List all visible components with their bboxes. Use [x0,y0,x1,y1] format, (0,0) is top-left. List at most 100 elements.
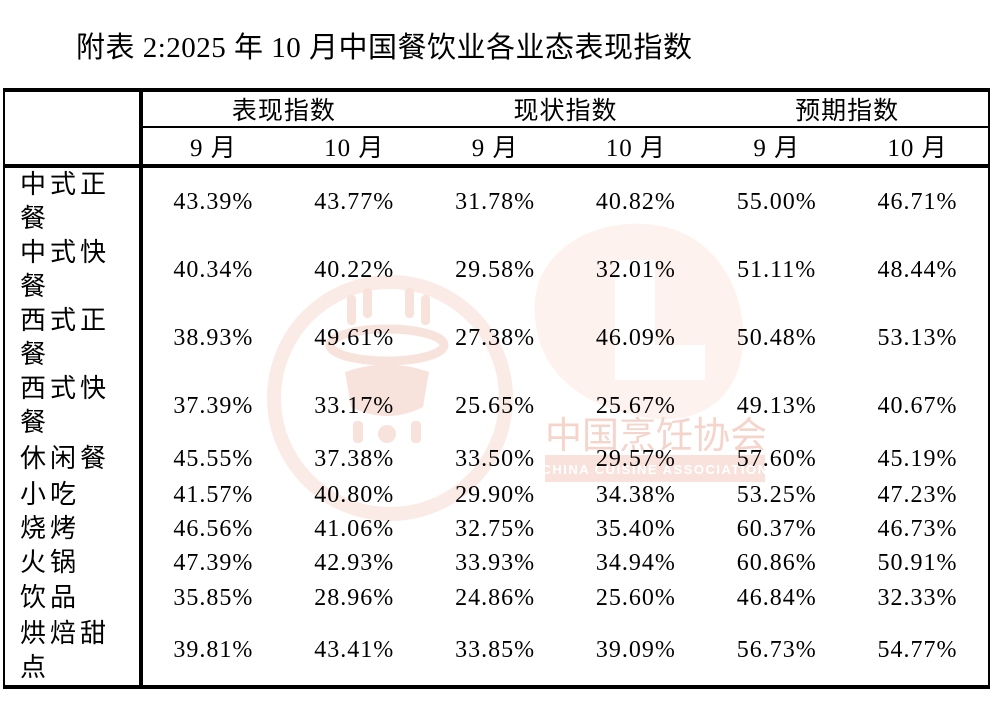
value-cell: 60.86% [736,549,817,576]
value-cell: 40.67% [877,392,958,419]
value-cell: 49.61% [314,324,395,351]
table-row: 小吃 41.57% 40.80% 29.90% 34.38% 53.25% 47… [5,478,988,512]
pot-leg-icon [411,421,421,443]
value-cell: 29.90% [455,481,536,508]
month-header: 10 月 [887,135,948,162]
group-header-expectation: 预期指数 [795,98,900,125]
value-cell: 40.22% [314,256,395,283]
value-cell: 46.56% [173,515,254,542]
value-cell: 28.96% [314,584,395,611]
month-header: 9 月 [471,135,519,162]
value-cell: 32.75% [455,515,536,542]
value-cell: 34.38% [595,481,676,508]
table-row: 西式快餐 37.39% 33.17% 25.65% 25.67% 49.13% … [5,372,988,440]
value-cell: 41.57% [173,481,254,508]
value-cell: 47.39% [173,549,254,576]
value-cell: 35.40% [595,515,676,542]
value-cell: 54.77% [877,637,958,663]
value-cell: 60.37% [736,515,817,542]
value-cell: 37.39% [173,392,254,419]
header-rule [5,164,988,168]
group-header-performance: 表现指数 [231,98,336,125]
row-label: 西式快餐 [20,374,111,437]
value-cell: 38.93% [173,324,254,351]
value-cell: 53.13% [877,324,958,351]
value-cell: 50.91% [877,549,958,576]
row-label: 中式快餐 [20,238,111,301]
value-cell: 32.33% [877,584,958,611]
value-cell: 24.86% [455,584,536,611]
value-cell: 55.00% [736,188,817,215]
steam-icon [347,288,430,325]
row-label: 西式正餐 [20,306,111,369]
value-cell: 33.93% [455,549,536,576]
value-cell: 46.84% [736,584,817,611]
flame-icon [378,425,396,443]
value-cell: 43.77% [314,188,395,215]
month-header: 10 月 [324,135,385,162]
table-row: 西式正餐 38.93% 49.61% 27.38% 46.09% 50.48% … [5,304,988,372]
row-label: 烧烤 [20,514,81,543]
value-cell: 29.57% [595,445,676,472]
watermark-en-text: CHINA CUISINE ASSOCIATION [542,462,769,477]
month-header: 9 月 [190,135,237,162]
index-table: 表现指数 现状指数 预期指数 9 月 10 月 9 月 10 月 9 月 10 … [3,88,990,689]
column-divider [139,92,143,685]
value-cell: 40.34% [173,256,254,283]
value-cell: 41.06% [314,515,395,542]
value-cell: 42.93% [314,549,395,576]
value-cell: 40.80% [314,481,395,508]
pot-icon [345,364,429,416]
group-header-current: 现状指数 [513,98,618,125]
value-cell: 25.60% [595,584,676,611]
value-cell: 33.85% [455,637,536,663]
row-label: 烘焙甜点 [20,618,111,682]
value-cell: 40.82% [595,188,676,215]
value-cell: 27.38% [455,324,536,351]
group-header-row: 表现指数 现状指数 预期指数 [5,92,988,126]
value-cell: 48.44% [877,256,958,283]
pot-leg-icon [353,421,363,443]
value-cell: 45.55% [173,445,254,472]
watermark-ring [267,275,513,521]
value-cell: 56.73% [736,637,817,663]
value-cell: 43.39% [173,188,254,215]
table-row: 火锅 47.39% 42.93% 33.93% 34.94% 60.86% 50… [5,546,988,580]
value-cell: 46.09% [595,324,676,351]
row-label: 中式正餐 [20,170,111,233]
table-row: 烧烤 46.56% 41.06% 32.75% 35.40% 60.37% 46… [5,512,988,546]
value-cell: 45.19% [877,445,958,472]
header-corner-cell [5,92,143,126]
table-row: 中式快餐 40.34% 40.22% 29.58% 32.01% 51.11% … [5,236,988,304]
value-cell: 57.60% [736,445,817,472]
value-cell: 47.23% [877,481,958,508]
value-cell: 39.09% [595,637,676,663]
value-cell: 33.50% [455,445,536,472]
pot-rim-icon [325,324,449,366]
table-row: 烘焙甜点 39.81% 43.41% 33.85% 39.09% 56.73% … [5,616,988,685]
value-cell: 29.58% [455,256,536,283]
row-label: 火锅 [20,548,81,577]
value-cell: 51.11% [737,256,817,283]
month-header-row: 9 月 10 月 9 月 10 月 9 月 10 月 [5,126,988,164]
header-corner-cell [5,126,143,164]
value-cell: 53.25% [736,481,817,508]
value-cell: 37.38% [314,445,395,472]
letter-l-shape [615,260,705,380]
value-cell: 25.67% [595,392,676,419]
table-row: 饮品 35.85% 28.96% 24.86% 25.60% 46.84% 32… [5,580,988,616]
page-title: 附表 2:2025 年 10 月中国餐饮业各业态表现指数 [76,32,693,64]
row-label: 饮品 [20,583,81,612]
value-cell: 34.94% [595,549,676,576]
table-row: 休闲餐 45.55% 37.38% 33.50% 29.57% 57.60% 4… [5,440,988,478]
value-cell: 43.41% [314,637,395,663]
value-cell: 25.65% [455,392,536,419]
row-label: 休闲餐 [20,444,111,473]
value-cell: 33.17% [314,392,395,419]
value-cell: 31.78% [455,188,536,215]
watermark-logo: 中国烹饪协会 CHINA CUISINE ASSOCIATION [267,223,769,521]
row-label: 小吃 [20,480,81,509]
month-header: 10 月 [605,135,667,162]
value-cell: 39.81% [173,637,254,663]
value-cell: 46.71% [877,188,958,215]
